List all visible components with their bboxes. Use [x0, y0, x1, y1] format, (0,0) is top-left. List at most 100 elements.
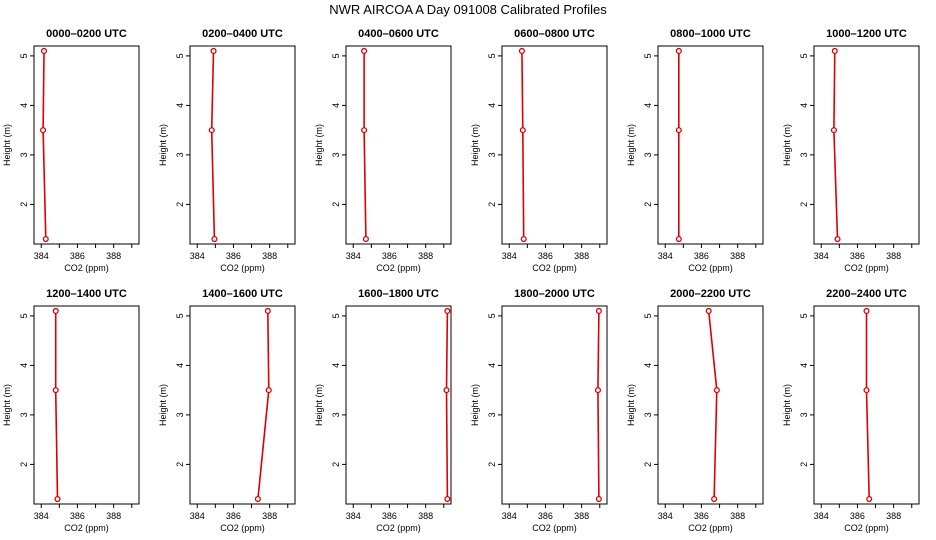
x-tick-label: 386 [538, 511, 553, 521]
y-tick-label: 3 [799, 152, 809, 157]
y-axis-label: Height (m) [626, 384, 636, 426]
y-tick-label: 2 [331, 202, 341, 207]
profile-point [444, 307, 451, 315]
profile-panel: 0800–1000 UTC 384 386 388 CO2 (ppm) 2 3 4 5 Heigh… [626, 28, 764, 273]
x-tick-label: 388 [262, 511, 277, 521]
x-axis-label: CO2 (ppm) [64, 263, 109, 273]
y-tick-label: 3 [331, 412, 341, 417]
x-tick-label: 386 [850, 251, 865, 261]
y-tick-label: 2 [175, 462, 185, 467]
y-tick-label: 4 [487, 103, 497, 108]
profile-line [521, 50, 525, 240]
y-tick-label: 3 [643, 412, 653, 417]
y-tick-label: 5 [799, 313, 809, 318]
x-tick-label: 384 [190, 251, 205, 261]
y-tick-label: 3 [175, 152, 185, 157]
x-tick-label: 388 [574, 511, 589, 521]
plot-frame [345, 45, 452, 245]
profile-point [595, 307, 602, 315]
y-tick-label: 2 [487, 462, 497, 467]
profile-line [445, 310, 449, 500]
profile-point [675, 47, 682, 54]
profile-panel: 1000–1200 UTC 384 386 388 CO2 (ppm) 2 3 4 5 Heigh… [782, 28, 920, 273]
y-tick-label: 4 [175, 103, 185, 108]
profile-point [834, 236, 841, 243]
x-tick-label: 388 [730, 251, 745, 261]
y-tick-label: 3 [331, 152, 341, 157]
profile-line [257, 310, 270, 500]
profile-point [863, 387, 870, 394]
profile-point [831, 47, 838, 54]
profile-point [254, 495, 261, 503]
x-axis-label: CO2 (ppm) [376, 263, 421, 273]
plot-frame [33, 305, 140, 505]
x-tick-label: 388 [106, 251, 121, 261]
plot-frame [189, 305, 296, 505]
profile-line [363, 51, 367, 240]
x-tick-label: 388 [262, 251, 277, 261]
profile-panel: 0400–0600 UTC 384 386 388 CO2 (ppm) 2 3 4 5 Heigh… [314, 28, 452, 273]
y-axis-label: Height (m) [2, 384, 12, 426]
plot-frame [813, 45, 920, 245]
x-tick-label: 388 [730, 511, 745, 521]
profile-panel: 1800–2000 UTC 384 386 388 CO2 (ppm) 2 3 4 5 Heigh… [470, 288, 608, 533]
profile-point [42, 236, 49, 243]
panel-title: 1200–1400 UTC [46, 288, 127, 300]
profile-line [42, 50, 47, 240]
y-tick-label: 2 [799, 202, 809, 207]
y-axis-label: Height (m) [782, 384, 792, 426]
profile-point [518, 47, 525, 54]
x-tick-label: 384 [814, 251, 829, 261]
x-tick-label: 386 [70, 251, 85, 261]
profile-point [705, 307, 712, 315]
x-tick-label: 388 [574, 251, 589, 261]
profile-panel: 1200–1400 UTC 384 386 388 CO2 (ppm) 2 3 4 5 Heigh… [2, 288, 140, 533]
x-tick-label: 388 [886, 251, 901, 261]
y-axis-label: Height (m) [626, 124, 636, 166]
y-tick-label: 3 [643, 152, 653, 157]
x-tick-label: 384 [658, 251, 673, 261]
y-axis-label: Height (m) [158, 384, 168, 426]
x-axis-label: CO2 (ppm) [220, 263, 265, 273]
x-tick-label: 384 [190, 511, 205, 521]
y-tick-label: 3 [487, 412, 497, 417]
profile-point [675, 127, 682, 134]
profile-point [264, 307, 271, 315]
profile-line [865, 311, 870, 500]
profile-point [444, 495, 451, 503]
x-tick-label: 384 [346, 251, 361, 261]
profile-line [597, 310, 600, 500]
panel-title: 0800–1000 UTC [670, 28, 751, 40]
x-tick-label: 386 [850, 511, 865, 521]
y-tick-label: 3 [175, 412, 185, 417]
y-tick-label: 5 [331, 53, 341, 58]
y-axis-label: Height (m) [2, 124, 12, 166]
profile-point [830, 127, 837, 134]
panels-grid: 0000–0200 UTC 384 386 388 CO2 (ppm) 2 3 4 5 Heigh… [2, 28, 920, 533]
y-tick-label: 5 [487, 53, 497, 58]
panel-title: 1600–1800 UTC [358, 288, 439, 300]
panel-title: 0400–0600 UTC [358, 28, 439, 40]
plot-frame [189, 45, 296, 245]
x-tick-label: 386 [226, 511, 241, 521]
x-tick-label: 384 [346, 511, 361, 521]
y-tick-label: 4 [19, 103, 29, 108]
y-tick-label: 5 [487, 313, 497, 318]
y-axis-label: Height (m) [470, 384, 480, 426]
y-tick-label: 4 [799, 103, 809, 108]
y-tick-label: 4 [643, 103, 653, 108]
profile-panel: 1600–1800 UTC 384 386 388 CO2 (ppm) 2 3 4 5 Heigh… [314, 288, 452, 533]
x-axis-label: CO2 (ppm) [688, 523, 733, 533]
plot-frame [813, 305, 920, 505]
x-tick-label: 388 [106, 511, 121, 521]
x-tick-label: 386 [226, 251, 241, 261]
panel-title: 1400–1600 UTC [202, 288, 283, 300]
profile-panel: 0000–0200 UTC 384 386 388 CO2 (ppm) 2 3 4 5 Heigh… [2, 28, 140, 273]
x-tick-label: 384 [814, 511, 829, 521]
panel-title: 2000–2200 UTC [670, 288, 751, 300]
x-tick-label: 386 [694, 511, 709, 521]
y-tick-label: 3 [799, 412, 809, 417]
x-tick-label: 384 [34, 511, 49, 521]
profile-panel: 2000–2200 UTC 384 386 388 CO2 (ppm) 2 3 4 5 Heigh… [626, 288, 764, 533]
